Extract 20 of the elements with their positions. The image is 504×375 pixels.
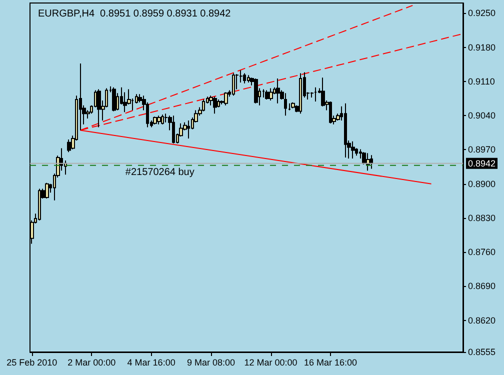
y-tick-label: 0.8970 — [468, 144, 496, 155]
ref-line-label: 0.8942 — [468, 158, 496, 168]
x-tick-label: 9 Mar 08:00 — [187, 358, 236, 368]
y-tick-label: 0.8620 — [468, 315, 496, 326]
y-tick-label: 0.9040 — [468, 110, 496, 121]
x-tick-label: 2 Mar 00:00 — [68, 358, 116, 368]
x-tick-label: 25 Feb 2010 — [6, 358, 58, 368]
x-tick-label: 4 Mar 16:00 — [127, 358, 176, 368]
y-tick-label: 0.9250 — [468, 8, 496, 18]
ref-line-label: #21570264 buy — [125, 166, 194, 178]
y-tick-label: 0.8900 — [468, 178, 496, 189]
x-tick-label: 16 Mar 16:00 — [304, 358, 358, 368]
y-tick-label: 0.9180 — [468, 42, 496, 52]
y-tick-label: 0.9110 — [468, 76, 495, 86]
x-tick-label: 12 Mar 00:00 — [244, 358, 298, 368]
y-tick-label: 0.8690 — [468, 281, 496, 292]
y-tick-label: 0.8830 — [468, 212, 496, 223]
y-tick-label: 0.8555 — [468, 347, 496, 357]
text: EURGBP,H4 0.8951 0.8959 0.8931 0.8942 — [38, 8, 232, 20]
y-tick-label: 0.8760 — [468, 247, 496, 258]
